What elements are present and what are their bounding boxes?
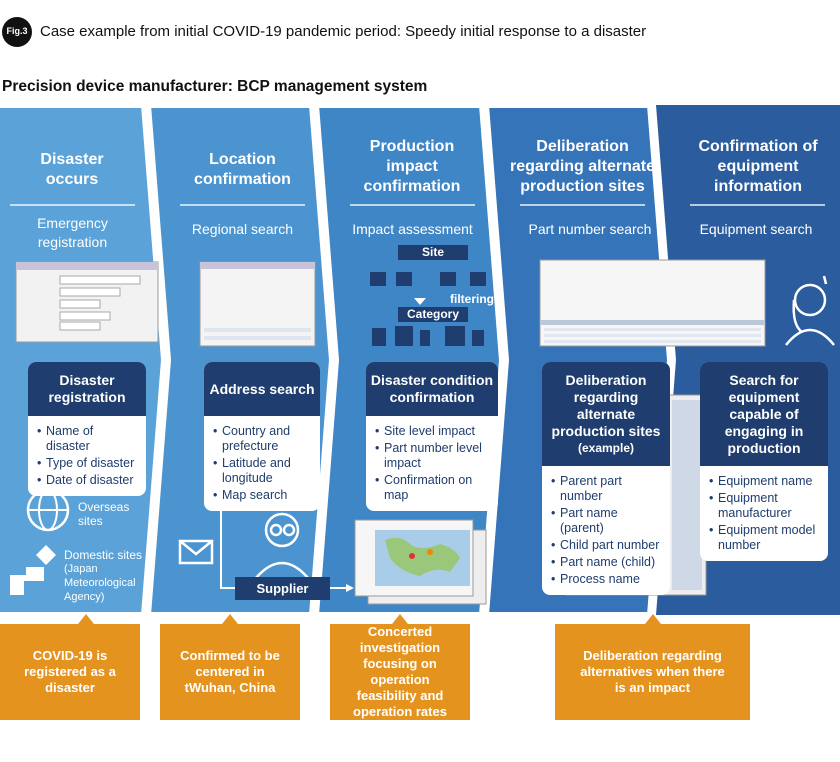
note: Confirmed to be centered in tWuhan, Chin…	[160, 624, 300, 720]
card-item: Map search	[213, 488, 314, 503]
stage-title: Disaster occurs	[40, 151, 104, 188]
fig-badge	[2, 17, 32, 47]
card-title: Address search	[204, 362, 320, 416]
stage-title: Location confirmation	[194, 151, 291, 188]
note: Concerted investigation focusing on oper…	[330, 624, 470, 720]
card-note: (example)	[577, 440, 635, 455]
card-item: Part number level impact	[375, 441, 492, 471]
card-item: Confirmation on map	[375, 473, 492, 503]
subtitle: Precision device manufacturer: BCP manag…	[2, 78, 428, 95]
domestic-label: Domestic sites	[64, 548, 143, 562]
fig-label: Fig.3	[6, 26, 28, 36]
site-label: Site	[398, 245, 468, 260]
category-label: Category	[398, 307, 468, 322]
card-item: Part name (parent)	[551, 506, 664, 536]
card: Disaster condition confirmation Site lev…	[366, 362, 498, 511]
card-item: Name of disaster	[37, 424, 140, 454]
note-pointers	[78, 614, 661, 624]
card-list: Equipment name Equipment manufacturer Eq…	[700, 466, 828, 561]
card-head: Deliberation regarding alternate product…	[542, 362, 670, 466]
stage-action: Equipment search	[699, 221, 813, 237]
card-title: Disaster condition confirmation	[366, 362, 498, 416]
stage-action: Regional search	[191, 221, 294, 237]
card-item: Equipment model number	[709, 523, 822, 553]
card-item: Child part number	[551, 538, 664, 553]
icons	[370, 272, 486, 346]
card-item: Site level impact	[375, 424, 492, 439]
card: Deliberation regarding alternate product…	[542, 362, 670, 595]
stage-title: Confirmation of equipment information	[698, 138, 818, 195]
overseas-label: Overseas sites	[78, 500, 130, 528]
card-title: Search for equipment capable of engaging…	[700, 362, 828, 466]
note: Deliberation regarding alternatives when…	[555, 624, 750, 720]
card-list: Country and prefecture Latitude and long…	[204, 416, 320, 511]
card-item: Equipment name	[709, 474, 822, 489]
title: Case example from initial COVID-19 pande…	[40, 23, 647, 40]
card: Address search Country and prefecture La…	[204, 362, 320, 511]
card-list: Site level impact Part number level impa…	[366, 416, 498, 511]
stage-action: Part number search	[528, 221, 652, 237]
stage-title: Production impact confirmation	[363, 138, 461, 195]
stage-title: Deliberation regarding alternate product…	[510, 138, 655, 195]
card-item: Type of disaster	[37, 456, 140, 471]
card-title: Deliberation regarding alternate product…	[551, 371, 661, 439]
card-item: Country and prefecture	[213, 424, 314, 454]
card-list: Name of disaster Type of disaster Date o…	[28, 416, 146, 496]
card-item: Part name (child)	[551, 555, 664, 570]
card: Search for equipment capable of engaging…	[700, 362, 828, 561]
card-item: Process name	[551, 572, 664, 587]
stage-action: Emergency registration	[37, 215, 108, 250]
stage-action: Impact assessment	[352, 221, 473, 237]
note: COVID-19 is registered as a disaster	[0, 624, 140, 720]
card-item: Latitude and longitude	[213, 456, 314, 486]
card: Disaster registration Name of disaster T…	[28, 362, 146, 496]
card-item: Equipment manufacturer	[709, 491, 822, 521]
domestic-note: (Japan Meteorological Agency)	[64, 563, 136, 603]
supplier-label: Supplier	[235, 577, 330, 600]
person-icons	[255, 275, 835, 579]
card-item: Parent part number	[551, 474, 664, 504]
filtering-label: filtering	[450, 292, 494, 306]
card-list: Parent part number Part name (parent) Ch…	[542, 466, 670, 595]
card-title: Disaster registration	[28, 362, 146, 416]
card-item: Date of disaster	[37, 473, 140, 488]
